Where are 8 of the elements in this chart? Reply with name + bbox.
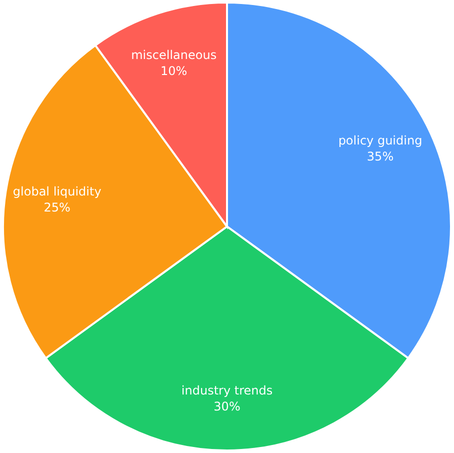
slice-label: global liquidity bbox=[12, 184, 102, 199]
slice-label: miscellaneous bbox=[131, 48, 217, 62]
slice-label: industry trends bbox=[181, 384, 273, 398]
data-label: 10% bbox=[160, 64, 188, 78]
data-label: 35% bbox=[366, 149, 394, 164]
data-label: 30% bbox=[214, 400, 240, 414]
data-label: 25% bbox=[44, 200, 70, 215]
slice-label: policy guiding bbox=[338, 133, 422, 148]
